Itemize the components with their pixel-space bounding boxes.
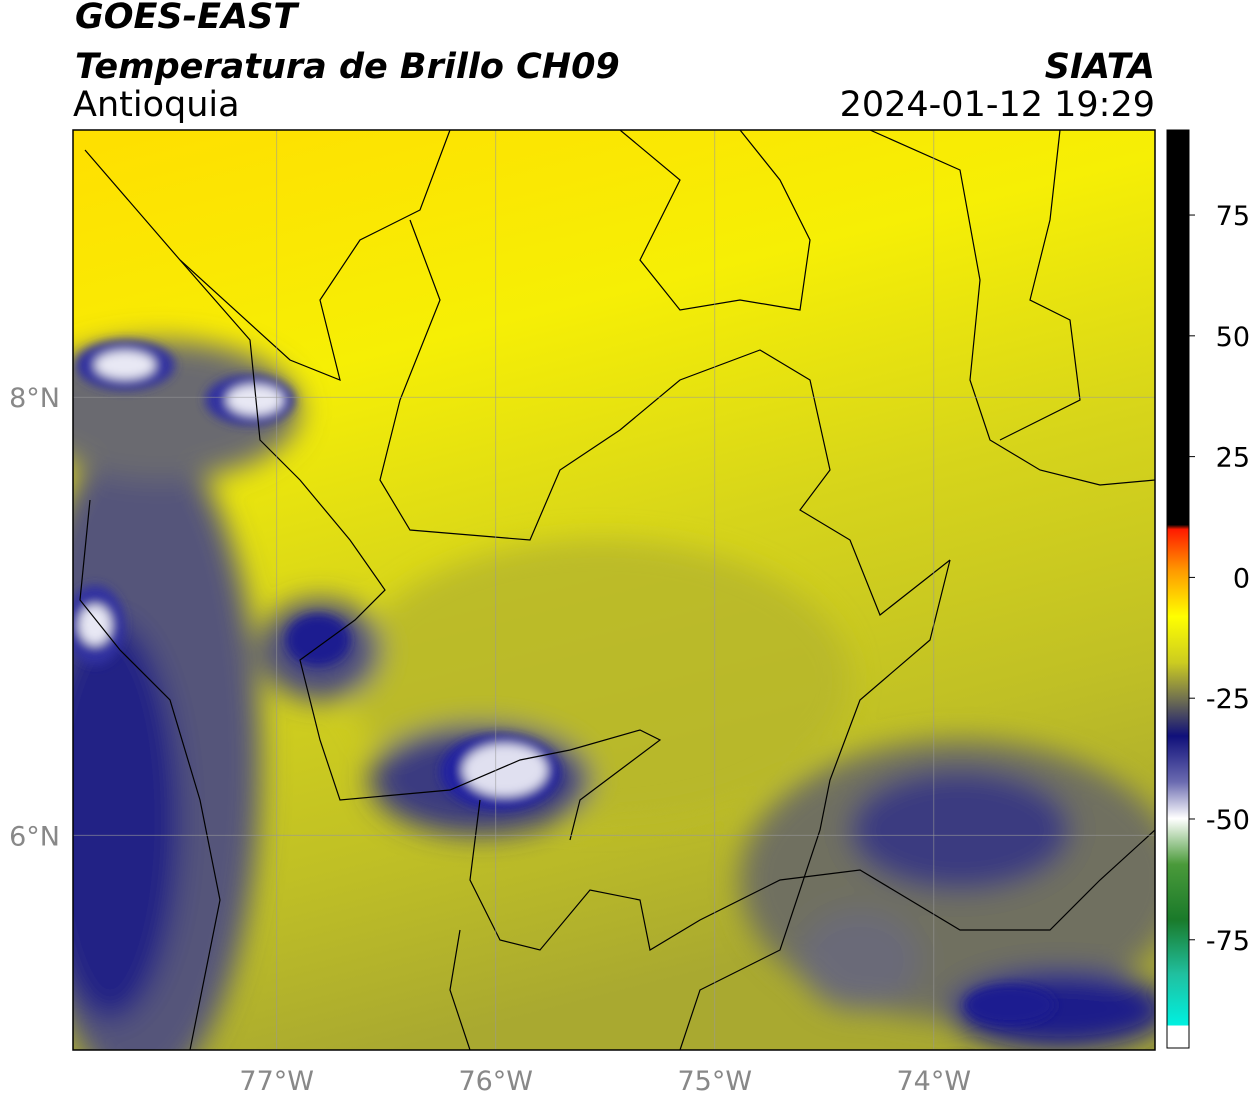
map-field [73,130,1155,1050]
colorbar-label: 50 [1216,322,1250,353]
colorbar-label: -50 [1206,805,1250,836]
title: GOES-EAST [75,0,300,37]
lat-label: 6°N [9,821,60,852]
lon-label: 76°W [458,1066,533,1097]
graticule [73,130,1155,1050]
boundaries [79,130,1155,1050]
lat-label: 8°N [9,383,60,414]
colorbar-label: 75 [1216,201,1250,232]
lon-label: 74°W [897,1066,972,1097]
lon-label: 77°W [239,1066,314,1097]
colorbar-label: 25 [1216,443,1250,474]
datetime: 2024-01-12 19:29 [840,85,1155,125]
colorbar-label: 0 [1233,563,1250,594]
lon-label: 75°W [677,1066,752,1097]
colorbar-label: -25 [1206,684,1250,715]
subtitle: Temperatura de Brillo CH09 [75,47,620,87]
colorbar-label: -75 [1206,926,1250,957]
cold-tops [73,340,1055,1025]
source: SIATA [1045,47,1155,87]
colorbar [1166,129,1190,1049]
map-frame [72,129,1156,1051]
region: Antioquia [73,85,240,125]
